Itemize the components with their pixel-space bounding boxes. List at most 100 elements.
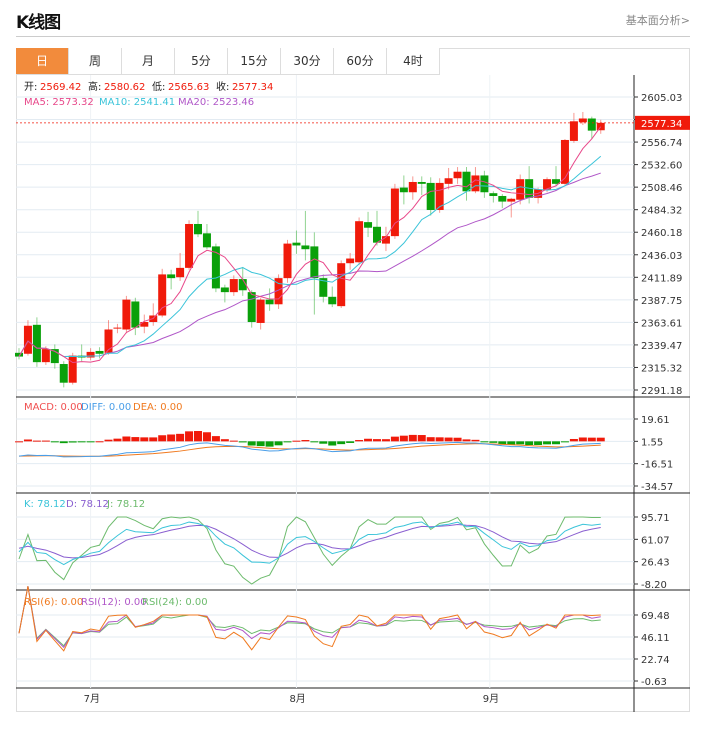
candle-body — [417, 181, 426, 184]
candle-body — [86, 351, 95, 358]
ma10-line — [18, 155, 602, 358]
macd-bar — [578, 437, 587, 442]
macd-bar — [238, 441, 247, 443]
macd-bar — [328, 441, 337, 446]
macd-bar — [140, 437, 149, 442]
macd-bar — [113, 438, 122, 442]
macd-bar — [381, 439, 390, 442]
macd-bar — [86, 441, 95, 443]
macd-bar — [77, 441, 86, 443]
tab-30min[interactable]: 30分 — [281, 48, 334, 75]
macd-bar — [149, 437, 158, 442]
tab-5min[interactable]: 5分 — [175, 48, 228, 75]
candle-body — [23, 325, 32, 354]
macd-bar — [185, 431, 194, 442]
macd-bar — [68, 441, 77, 443]
candle-body — [489, 193, 498, 196]
kdj-legend-item: J: 78.12 — [106, 499, 145, 510]
candle-body — [337, 263, 346, 307]
macd-bar — [569, 438, 578, 442]
candle-body — [408, 181, 417, 193]
month-label: 7月 — [84, 693, 100, 705]
candle-body — [426, 182, 435, 210]
macd-bar — [32, 440, 41, 442]
candle-body — [310, 246, 319, 279]
tab-4hour[interactable]: 4时 — [387, 48, 440, 75]
ma5-line — [18, 126, 602, 364]
candle-body — [229, 279, 238, 293]
macd-bar — [59, 441, 68, 444]
candle-body — [444, 178, 453, 184]
candle-body — [552, 179, 560, 184]
candle-body — [50, 349, 59, 364]
axis-label-main: 2387.75 — [641, 296, 682, 307]
candle-body — [59, 364, 68, 383]
candle-body — [480, 175, 489, 193]
diff-line — [18, 441, 601, 458]
ohlc-value: 2565.63 — [168, 82, 209, 93]
j-line — [18, 516, 601, 585]
candle-body — [104, 329, 113, 353]
axis-label-macd: 1.55 — [641, 437, 663, 448]
candle-body — [364, 222, 373, 228]
month-label: 9月 — [483, 693, 499, 705]
kdj-legend-item: D: 78.12 — [66, 499, 109, 510]
macd-bar — [346, 441, 355, 443]
macd-bar — [15, 441, 23, 443]
macd-bar — [408, 434, 417, 442]
axis-label-macd: 19.61 — [641, 415, 670, 426]
candle-body — [435, 182, 444, 210]
ohlc-label: 收: — [216, 80, 229, 93]
candle-body — [265, 299, 274, 305]
macd-bar — [211, 436, 220, 442]
tab-15min[interactable]: 15分 — [228, 48, 281, 75]
candle-body — [185, 223, 194, 268]
macd-bar — [220, 439, 229, 442]
macd-bar — [516, 441, 525, 445]
macd-bar — [596, 437, 605, 442]
macd-bar — [489, 441, 498, 443]
current-price-label: 2577.34 — [641, 119, 682, 130]
tab-60min[interactable]: 60分 — [334, 48, 387, 75]
d-line — [18, 523, 601, 559]
macd-bar — [462, 439, 471, 442]
rsi6-line — [18, 586, 601, 652]
tab-week[interactable]: 周 — [69, 48, 122, 75]
tab-day[interactable]: 日 — [16, 48, 69, 75]
axis-label-rsi: 69.48 — [641, 611, 670, 622]
candle-body — [95, 350, 104, 354]
ma-legend-item: MA5: 2573.32 — [24, 97, 94, 108]
axis-label-rsi: 22.74 — [641, 655, 670, 666]
tab-month[interactable]: 月 — [122, 48, 175, 75]
axis-label-kdj: 61.07 — [641, 535, 670, 546]
candle-body — [41, 349, 50, 363]
candle-body — [211, 246, 220, 289]
macd-bar — [507, 441, 516, 445]
candle-body — [543, 179, 552, 190]
fundamental-analysis-link[interactable]: 基本面分析> — [625, 14, 690, 27]
axis-label-main: 2605.03 — [641, 93, 682, 104]
macd-bar — [319, 441, 328, 444]
macd-bar — [167, 434, 176, 442]
rsi12-line — [18, 586, 601, 649]
candle-body — [578, 118, 587, 123]
month-label: 8月 — [289, 693, 305, 705]
macd-bar — [95, 441, 104, 443]
dea-line — [18, 443, 601, 457]
header-divider — [16, 36, 690, 37]
candle-body — [301, 245, 310, 250]
candle-body — [247, 292, 256, 323]
macd-bar — [426, 437, 435, 442]
macd-bar — [355, 440, 364, 442]
macd-legend-item: MACD: 0.00 — [24, 402, 83, 413]
macd-bar — [265, 441, 274, 447]
candle-body — [596, 122, 605, 131]
axis-label-macd: -34.57 — [641, 482, 673, 493]
candle-body — [373, 226, 381, 243]
axis-label-main: 2339.47 — [641, 341, 682, 352]
candle-body — [140, 322, 149, 327]
axis-label-main: 2315.32 — [641, 363, 682, 374]
k-line — [18, 521, 601, 566]
ma-legend-item: MA10: 2541.41 — [99, 97, 175, 108]
